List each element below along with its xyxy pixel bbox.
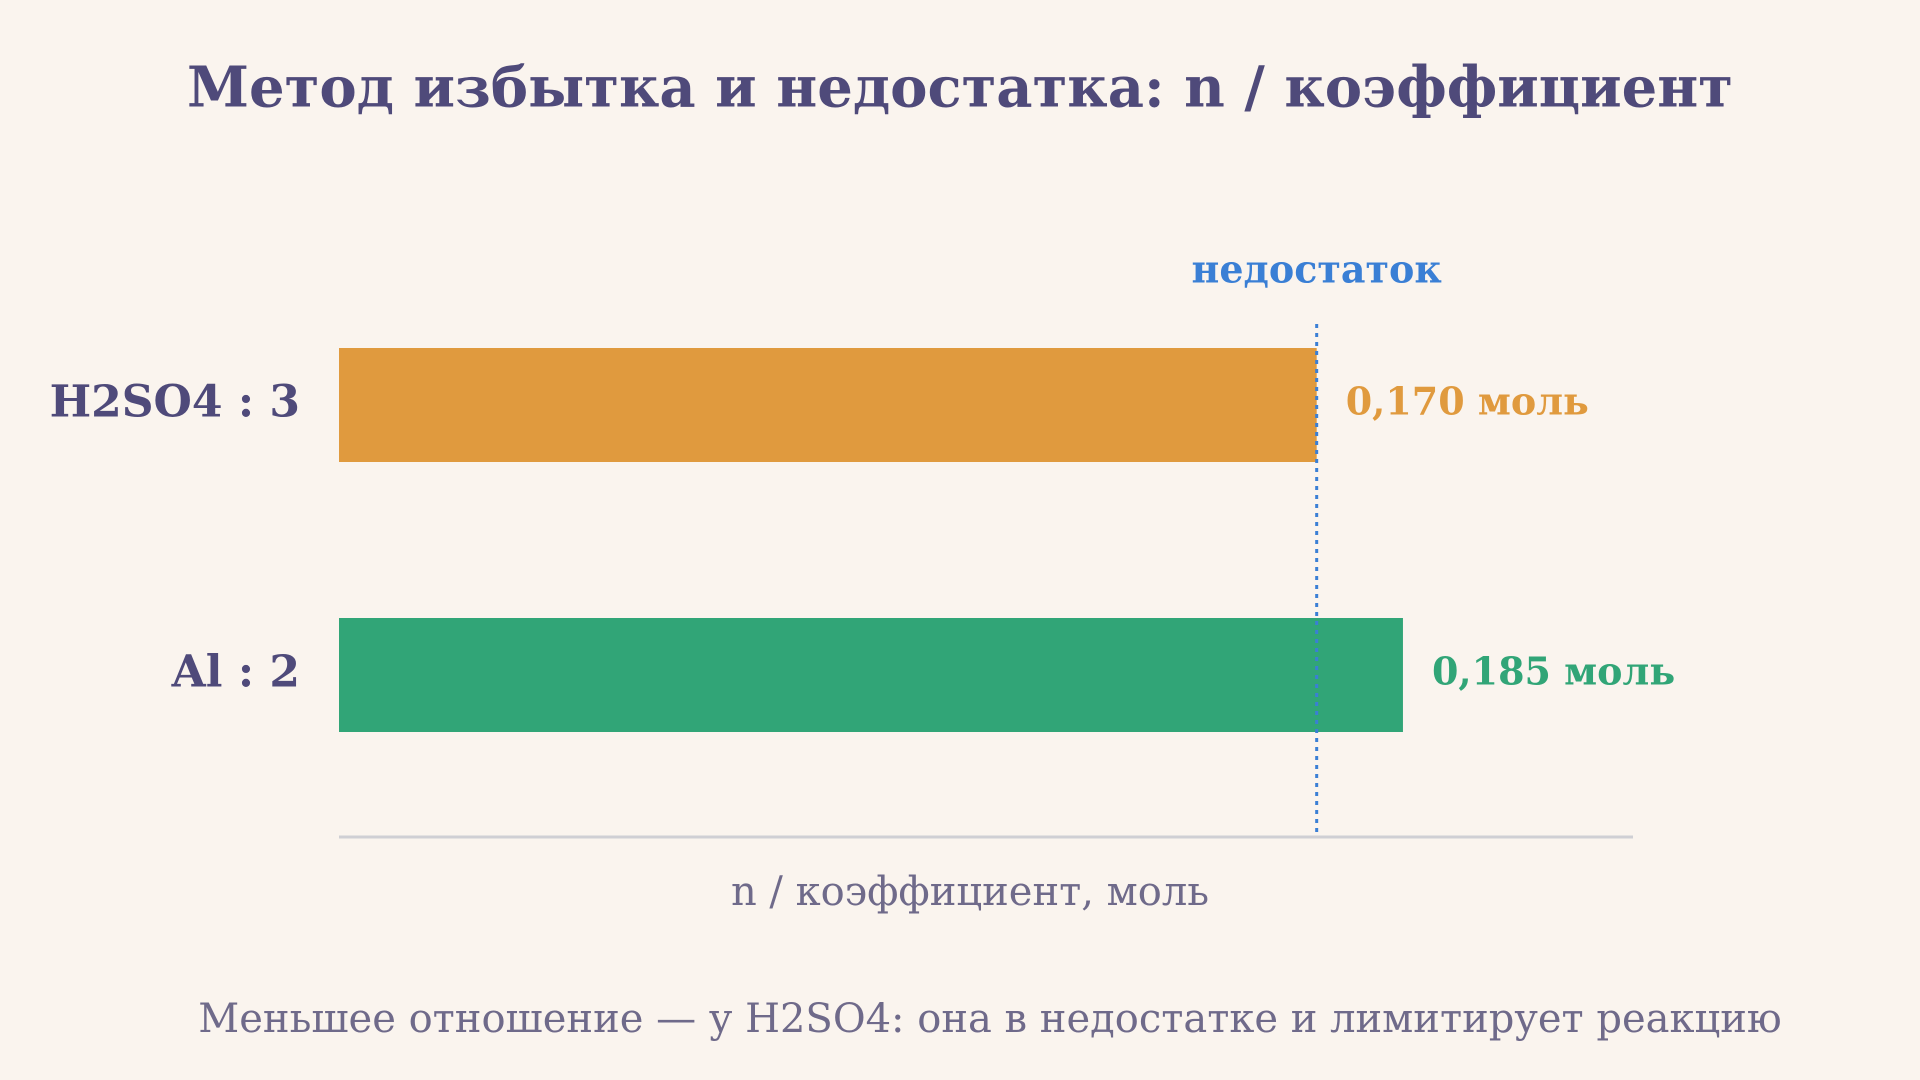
category-label: Al : 2 bbox=[171, 647, 300, 698]
value-label: 0,185 моль bbox=[1432, 649, 1675, 694]
reference-label: недостаток bbox=[1192, 247, 1442, 292]
chart-title: Метод избытка и недостатка: n / коэффици… bbox=[187, 55, 1733, 121]
footnote: Меньшее отношение — у H2SO4: она в недос… bbox=[198, 996, 1781, 1042]
x-axis-label: n / коэффициент, моль bbox=[731, 869, 1209, 915]
value-label: 0,170 моль bbox=[1346, 379, 1589, 424]
category-label: H2SO4 : 3 bbox=[50, 377, 300, 428]
bar bbox=[339, 348, 1317, 462]
bar bbox=[339, 618, 1403, 732]
